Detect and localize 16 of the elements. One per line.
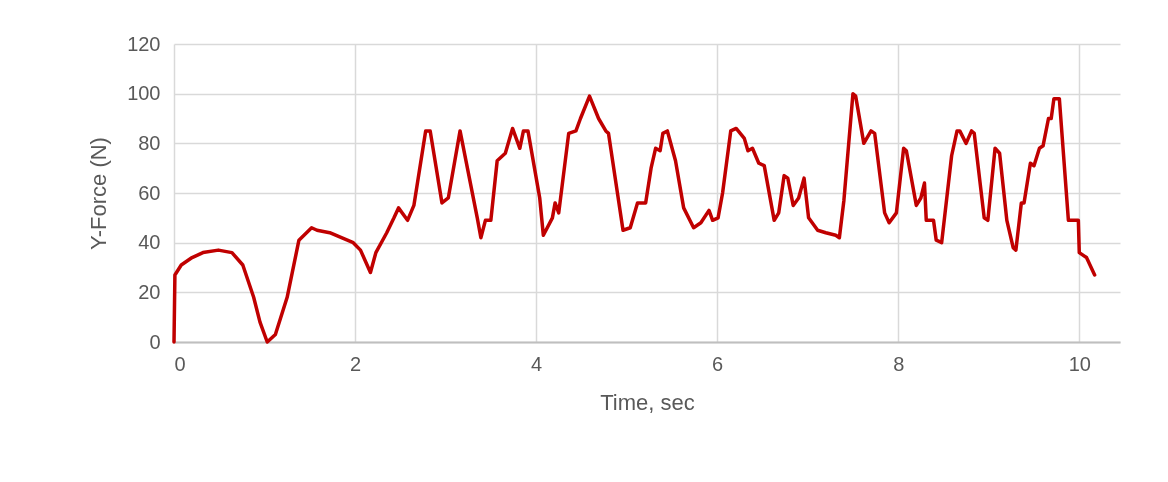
y-tick-label: 100 bbox=[127, 82, 161, 105]
y-tick-label: 0 bbox=[149, 330, 161, 353]
y-tick-label: 20 bbox=[138, 280, 161, 303]
x-tick-label: 6 bbox=[712, 352, 724, 375]
x-tick-label: 2 bbox=[349, 352, 362, 375]
x-tick-label: 8 bbox=[893, 352, 905, 375]
y-axis-title: Y-Force (N) bbox=[86, 137, 112, 250]
y-tick-label: 120 bbox=[127, 32, 161, 55]
x-tick-label: 10 bbox=[1068, 352, 1091, 375]
y-tick-label: 40 bbox=[138, 231, 161, 254]
y-tick-label: 60 bbox=[138, 181, 161, 204]
x-axis-title: Time, sec bbox=[600, 389, 695, 415]
x-tick-label: 0 bbox=[174, 352, 186, 375]
x-tick-label: 4 bbox=[531, 352, 543, 375]
line-series bbox=[172, 91, 1097, 344]
y-tick-label: 80 bbox=[138, 131, 161, 154]
